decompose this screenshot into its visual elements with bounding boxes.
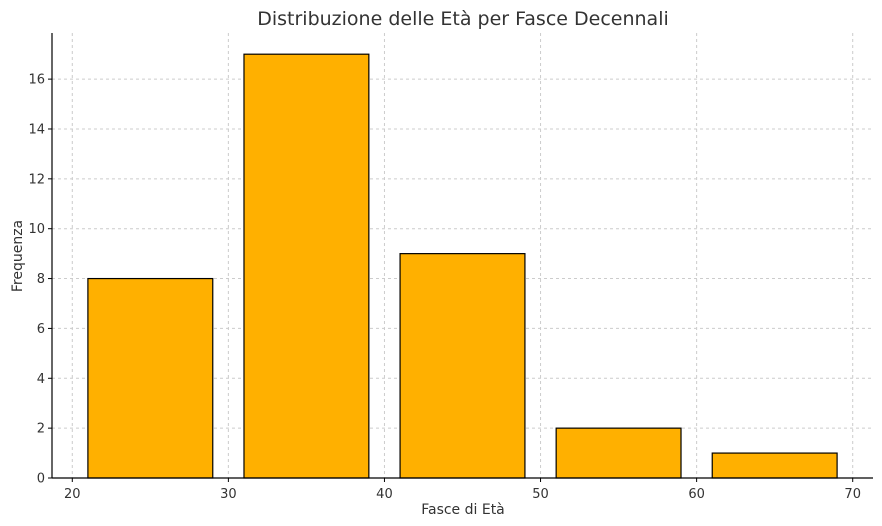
y-tick-label: 4 [37, 372, 45, 387]
y-tick-label: 12 [28, 172, 45, 187]
chart-title: Distribuzione delle Età per Fasce Decenn… [257, 8, 669, 30]
y-tick-label: 14 [28, 122, 45, 137]
y-tick-label: 10 [28, 222, 45, 237]
histogram-bar [711, 452, 838, 479]
y-axis-label: Frequenza [10, 220, 26, 292]
x-tick-label: 50 [532, 487, 549, 502]
histogram-bar [555, 427, 682, 479]
y-tick-label: 8 [37, 272, 45, 287]
y-tick-label: 0 [37, 472, 45, 487]
y-tick-label: 6 [37, 322, 45, 337]
axes [48, 33, 873, 482]
x-axis-label: Fasce di Età [421, 502, 505, 518]
x-tick-label: 60 [688, 487, 705, 502]
histogram-bar [87, 277, 214, 479]
tick-labels: 20 30 40 50 60 70 0 2 4 6 8 10 12 14 16 [28, 73, 861, 502]
histogram-bar [399, 253, 526, 479]
y-tick-label: 2 [37, 422, 45, 437]
x-tick-label: 40 [376, 487, 393, 502]
histogram-bar [243, 53, 370, 479]
x-tick-label: 30 [220, 487, 237, 502]
x-tick-label: 70 [844, 487, 861, 502]
y-tick-label: 16 [28, 73, 45, 88]
bars [87, 53, 838, 479]
x-tick-label: 20 [64, 487, 81, 502]
